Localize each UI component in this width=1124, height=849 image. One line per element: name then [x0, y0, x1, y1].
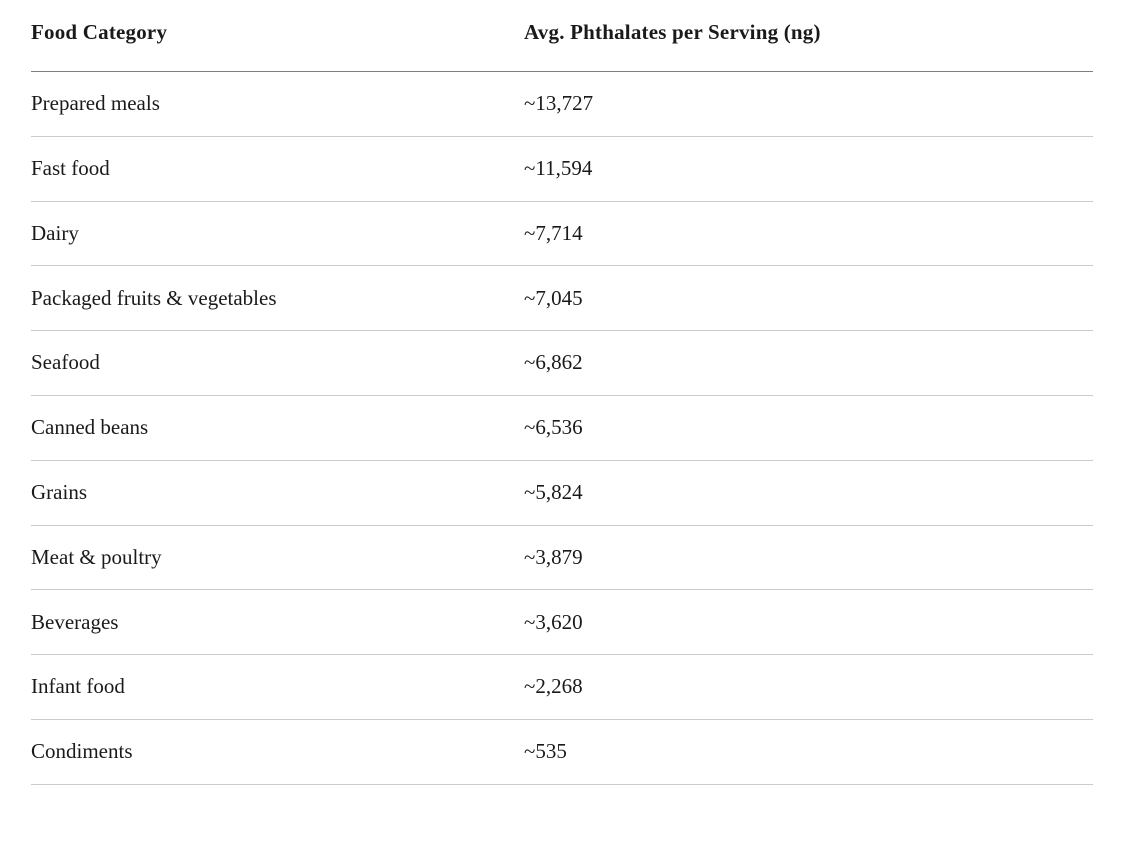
category-cell: Canned beans	[31, 415, 149, 440]
table-row: Fast food ~11,594	[31, 137, 1093, 202]
table-row: Prepared meals ~13,727	[31, 72, 1093, 137]
category-cell: Beverages	[31, 609, 119, 634]
table-row: Dairy ~7,714	[31, 202, 1093, 267]
value-cell: ~6,862	[524, 350, 583, 375]
category-cell: Infant food	[31, 674, 125, 699]
table-row: Meat & poultry ~3,879	[31, 526, 1093, 591]
value-cell: ~7,714	[524, 220, 583, 245]
value-cell: ~11,594	[524, 156, 593, 181]
value-cell: ~3,620	[524, 609, 583, 634]
table-row: Packaged fruits & vegetables ~7,045	[31, 266, 1093, 332]
category-cell: Grains	[31, 480, 87, 505]
category-cell: Packaged fruits & vegetables	[31, 285, 277, 310]
value-cell: ~2,268	[524, 674, 583, 699]
table-row: Beverages ~3,620	[31, 590, 1093, 656]
table-row: Condiments ~535	[31, 720, 1093, 785]
phthalates-table: Food Category Avg. Phthalates per Servin…	[31, 0, 1093, 785]
category-cell: Dairy	[31, 220, 79, 245]
table-row: Canned beans ~6,536	[31, 396, 1093, 461]
value-cell: ~6,536	[524, 415, 583, 440]
table-row: Seafood ~6,862	[31, 331, 1093, 396]
category-cell: Seafood	[31, 350, 100, 375]
value-cell: ~13,727	[524, 91, 594, 116]
category-cell: Condiments	[31, 739, 133, 764]
value-cell: ~5,824	[524, 480, 583, 505]
value-cell: ~7,045	[524, 285, 583, 310]
value-cell: ~3,879	[524, 544, 583, 569]
table-row: Infant food ~2,268	[31, 655, 1093, 720]
table-row: Grains ~5,824	[31, 461, 1093, 526]
table-header-row: Food Category Avg. Phthalates per Servin…	[31, 0, 1093, 72]
category-cell: Fast food	[31, 156, 110, 181]
category-cell: Prepared meals	[31, 91, 160, 116]
category-cell: Meat & poultry	[31, 544, 162, 569]
column-header-food-category: Food Category	[31, 19, 168, 44]
column-header-avg-phthalates: Avg. Phthalates per Serving (ng)	[524, 19, 821, 44]
value-cell: ~535	[524, 739, 567, 764]
